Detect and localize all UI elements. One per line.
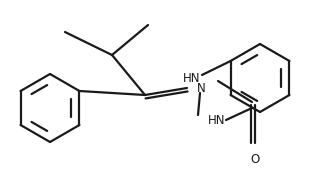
Text: N: N xyxy=(197,82,206,94)
Text: O: O xyxy=(250,153,260,166)
Text: HN: HN xyxy=(208,114,226,127)
Text: HN: HN xyxy=(182,71,200,84)
